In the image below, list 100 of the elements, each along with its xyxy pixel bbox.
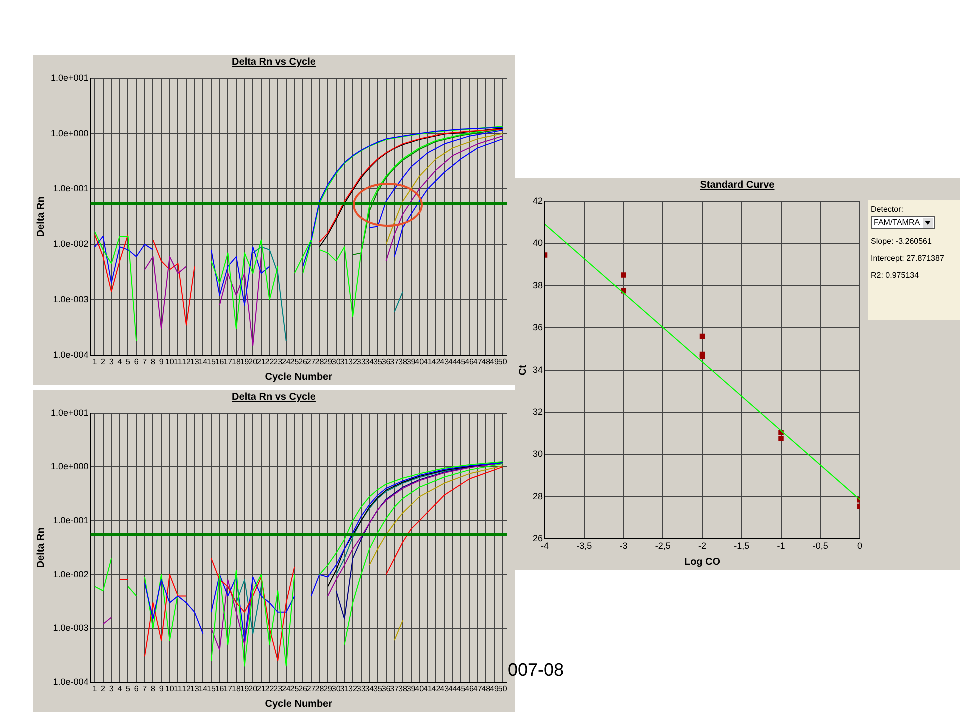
- x-tick-label: 26: [298, 684, 308, 694]
- x-tick-label: -0,5: [812, 541, 828, 552]
- text: FAM/TAMRA: [871, 216, 936, 229]
- chart-title: Standard Curve: [699, 180, 776, 191]
- text: Slope: -3.260561: [871, 237, 933, 246]
- x-tick-label: 22: [265, 357, 275, 366]
- x-tick-label: 50: [498, 357, 508, 366]
- x-tick-label: 33: [356, 684, 366, 694]
- x-tick-label: 20: [248, 357, 258, 366]
- x-tick-label: 9: [159, 684, 164, 694]
- y-tick-label: 1.0e-001: [53, 184, 89, 194]
- x-tick-label: 2: [101, 357, 106, 366]
- x-tick-label: -3: [620, 541, 628, 552]
- y-tick-label: 36: [532, 322, 544, 333]
- y-tick-label: 40: [532, 238, 544, 248]
- x-tick-label: 34: [365, 684, 375, 694]
- x-tick-label: 24: [282, 357, 292, 366]
- x-tick-label: 10: [165, 684, 175, 694]
- x-tick-label: 22: [265, 684, 275, 694]
- x-tick-label: 9: [159, 357, 164, 366]
- x-tick-label: 15: [207, 357, 216, 366]
- y-tick-label: 1.0e-002: [53, 239, 89, 250]
- chart-title: Delta Rn vs Cycle: [231, 392, 317, 403]
- x-tick-label: 37: [390, 357, 400, 366]
- x-tick-label: 42: [432, 684, 442, 694]
- x-tick-label: 18: [232, 357, 242, 366]
- x-tick-label: 31: [340, 357, 350, 366]
- x-tick-label: 28: [315, 684, 325, 694]
- x-tick-label: -1: [777, 541, 786, 552]
- x-tick-label: 4: [118, 684, 123, 694]
- x-tick-label: 25: [290, 684, 300, 694]
- x-tick-label: -2,5: [655, 541, 671, 552]
- text: Detector:: [871, 205, 904, 214]
- x-tick-label: 5: [126, 684, 132, 694]
- x-tick-label: 49: [490, 357, 500, 366]
- text: R2: 0.975134: [871, 271, 920, 280]
- x-tick-label: 31: [340, 684, 350, 694]
- x-tick-label: 24: [282, 684, 292, 694]
- x-tick-label: 1: [92, 684, 98, 694]
- x-tick-label: 35: [374, 357, 383, 366]
- x-tick-label: 18: [232, 684, 242, 694]
- x-tick-label: -2: [698, 541, 707, 552]
- x-tick-label: 40: [415, 684, 425, 694]
- x-axis-title: Cycle Number: [265, 372, 333, 383]
- x-tick-label: 38: [398, 357, 408, 366]
- x-tick-label: 14: [198, 357, 208, 366]
- x-tick-label: 43: [440, 684, 450, 694]
- x-tick-label: 23: [274, 684, 284, 694]
- x-tick-label: 6: [134, 357, 140, 366]
- x-tick-label: 38: [398, 684, 408, 694]
- y-tick-label: 34: [532, 364, 544, 375]
- x-tick-label: 48: [482, 357, 492, 366]
- text: 007-08: [508, 660, 564, 681]
- x-tick-label: 11: [174, 684, 183, 694]
- x-tick-label: 45: [456, 357, 466, 366]
- x-tick-label: 37: [390, 684, 400, 694]
- y-tick-label: 28: [532, 491, 544, 502]
- x-tick-label: 27: [306, 684, 316, 694]
- x-tick-label: 32: [348, 684, 358, 694]
- x-tick-label: 0: [857, 541, 863, 552]
- y-tick-label: 1.0e-002: [53, 569, 89, 580]
- x-tick-label: 35: [374, 684, 383, 694]
- y-axis-title: Ct: [518, 364, 529, 376]
- x-tick-label: 1: [92, 357, 98, 366]
- x-tick-label: -1,5: [734, 541, 750, 552]
- x-tick-label: 25: [290, 357, 300, 366]
- x-tick-label: 33: [356, 357, 366, 366]
- y-tick-label: 1.0e+001: [50, 408, 89, 418]
- x-tick-label: 19: [240, 357, 250, 366]
- x-tick-label: 28: [315, 357, 325, 366]
- x-tick-label: 6: [134, 684, 140, 694]
- x-tick-label: 12: [182, 684, 192, 694]
- x-tick-label: 41: [423, 684, 433, 694]
- x-tick-label: 13: [190, 357, 200, 366]
- x-tick-label: 41: [423, 357, 433, 366]
- x-tick-label: 48: [482, 684, 492, 694]
- x-tick-label: 46: [465, 684, 475, 694]
- x-tick-label: 30: [332, 357, 342, 366]
- x-tick-label: 17: [224, 357, 234, 366]
- x-tick-label: 10: [165, 357, 175, 366]
- x-tick-label: 49: [490, 684, 500, 694]
- x-tick-label: 46: [465, 357, 475, 366]
- x-axis-title: Cycle Number: [265, 698, 333, 710]
- x-tick-label: 8: [150, 684, 156, 694]
- x-tick-label: 3: [109, 684, 114, 694]
- x-tick-label: -4: [541, 541, 550, 552]
- x-tick-label: 27: [306, 357, 316, 366]
- x-tick-label: 29: [324, 684, 334, 694]
- x-tick-label: 47: [473, 684, 483, 694]
- y-tick-label: 1.0e-001: [53, 515, 89, 526]
- chart-title: Delta Rn vs Cycle: [231, 57, 317, 68]
- x-tick-label: 36: [382, 684, 392, 694]
- x-tick-label: 36: [382, 357, 392, 366]
- x-tick-label: 3: [109, 357, 114, 366]
- x-tick-label: 16: [215, 357, 225, 366]
- text: Intercept: 27.871387: [871, 254, 946, 263]
- y-tick-label: 30: [532, 449, 544, 460]
- x-tick-label: 23: [274, 357, 284, 366]
- x-axis-title: Log CO: [684, 556, 721, 568]
- x-tick-label: 47: [473, 357, 483, 366]
